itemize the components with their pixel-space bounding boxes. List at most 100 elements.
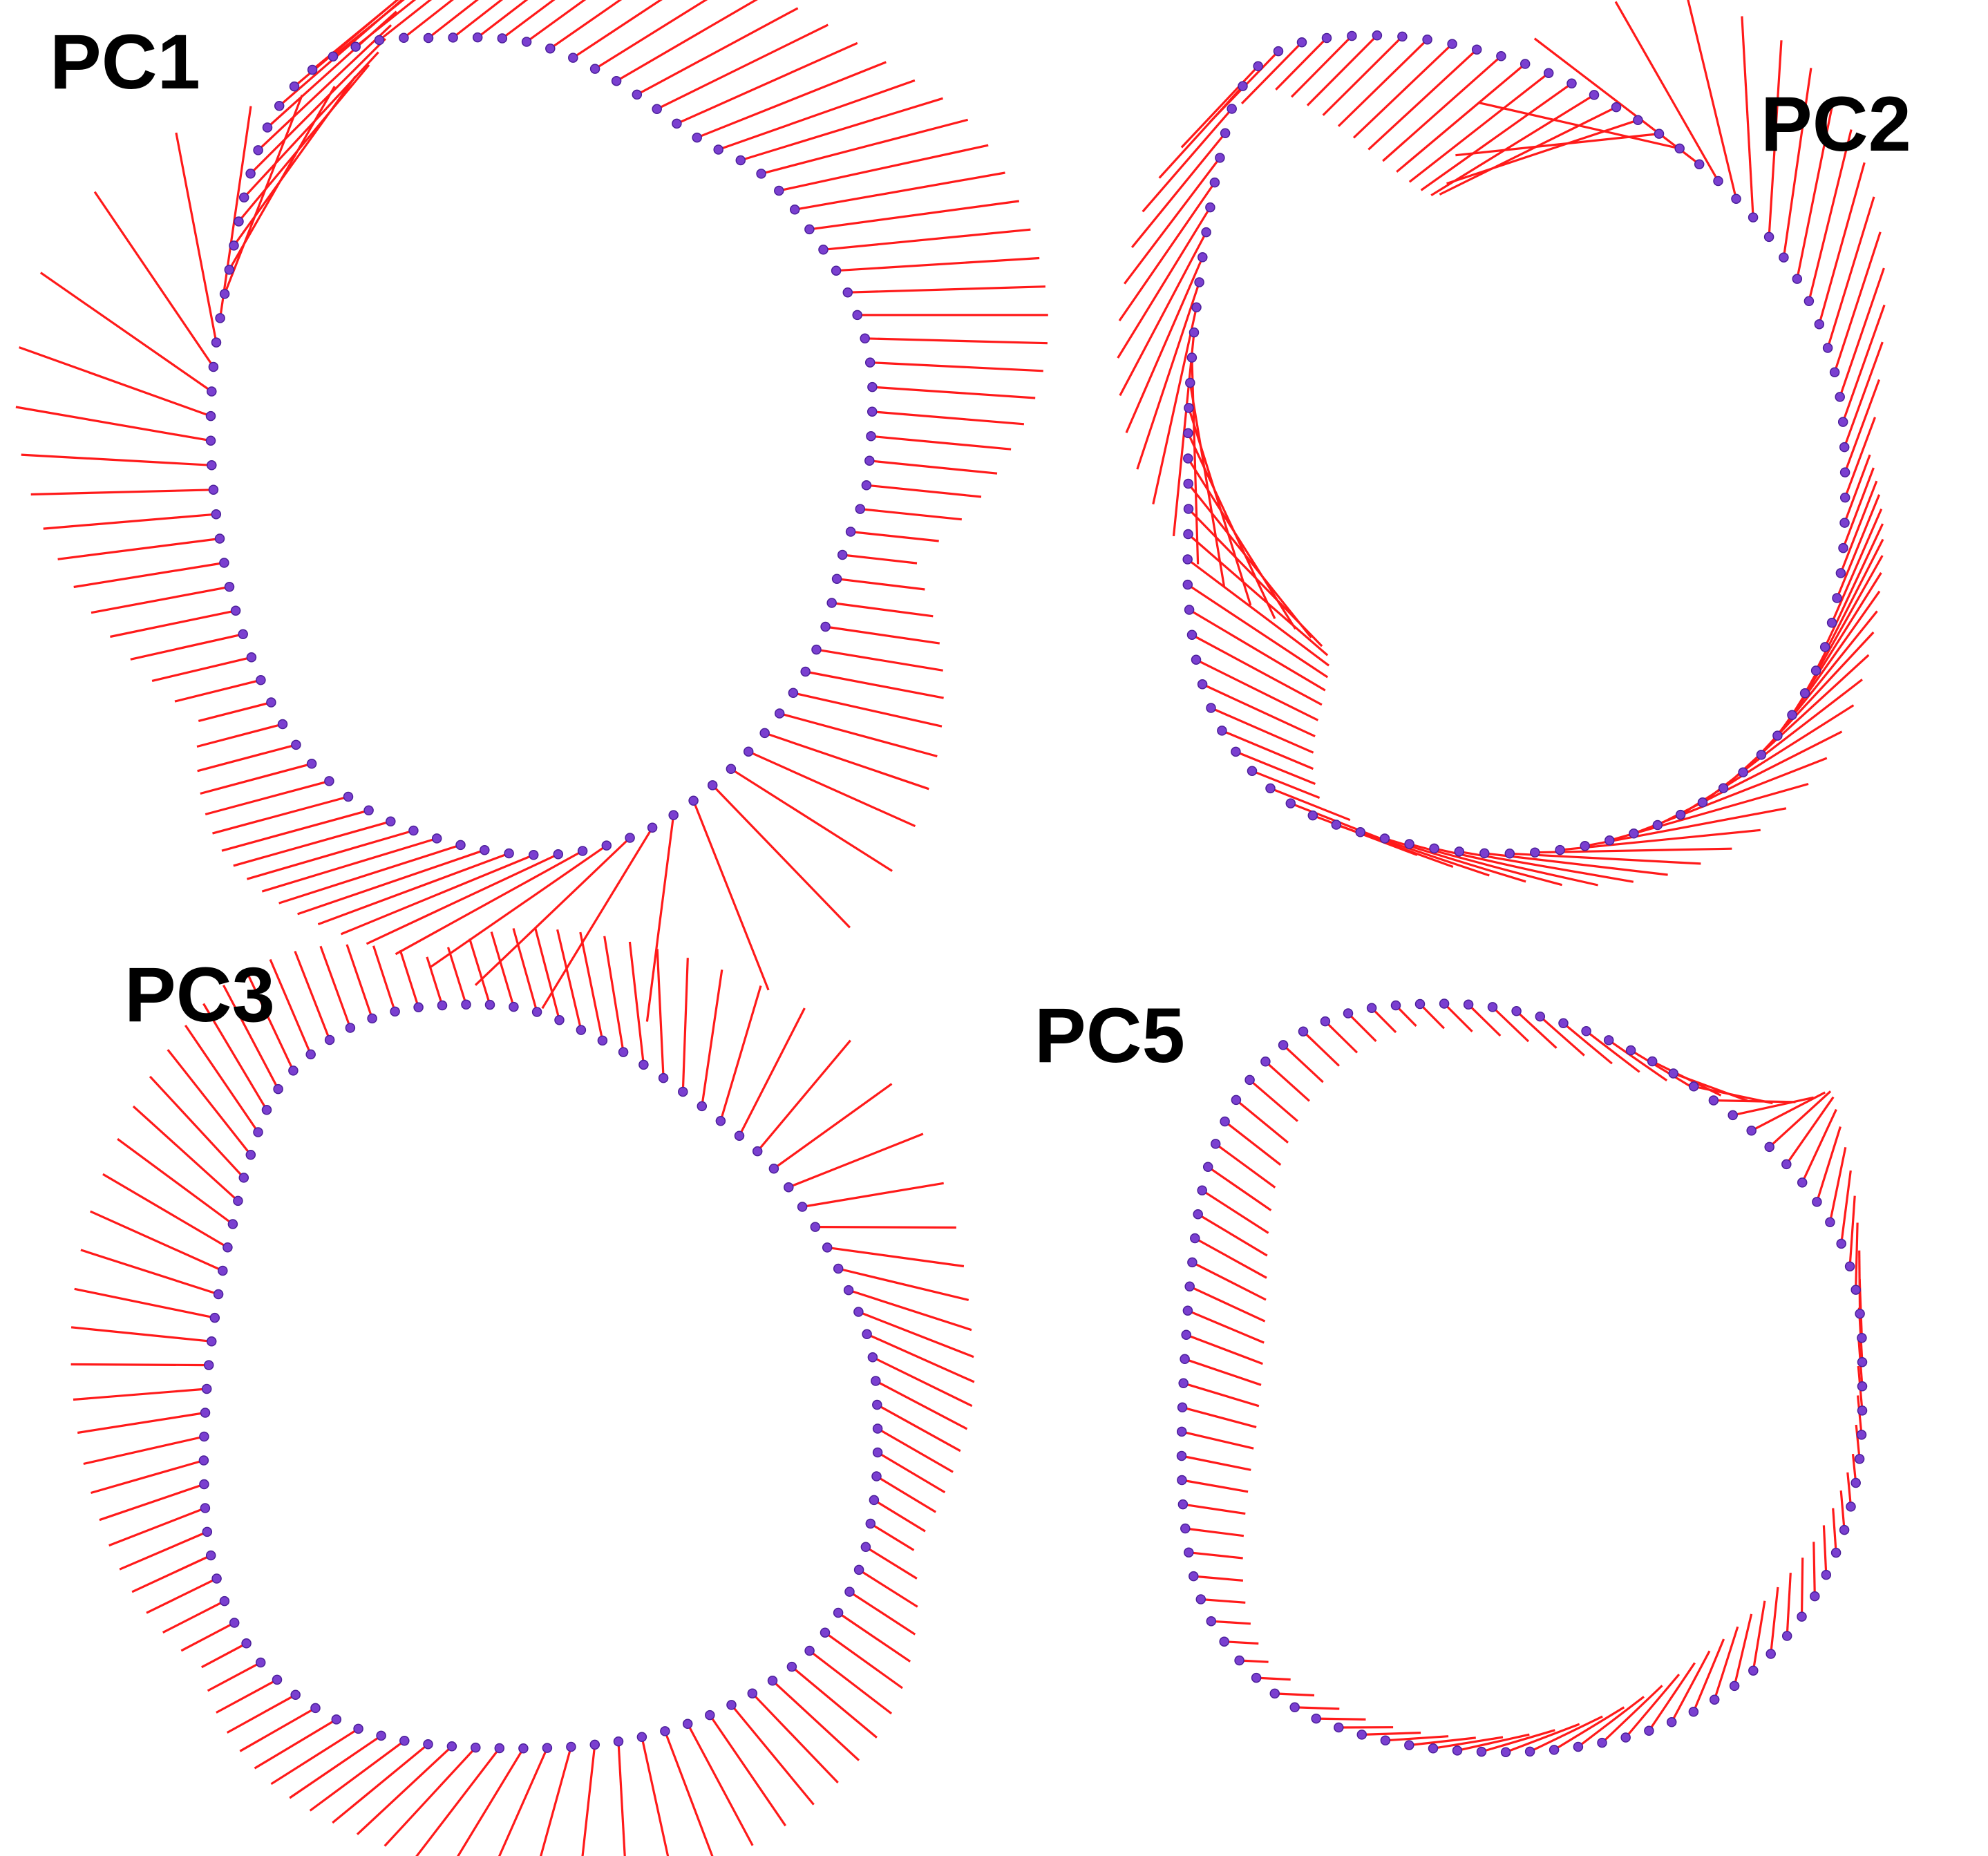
- deformation-vector: [1796, 97, 1835, 279]
- panel-label-pc3: PC3: [124, 951, 275, 1038]
- deformation-vector: [1187, 483, 1312, 638]
- landmark-point: [1184, 605, 1195, 615]
- landmark-point: [692, 132, 702, 143]
- landmark-point: [208, 484, 219, 495]
- landmark-point: [1844, 1261, 1855, 1271]
- deformation-vector: [875, 1380, 968, 1430]
- landmark-point: [399, 1735, 410, 1746]
- deformation-vector: [656, 23, 829, 111]
- deformation-vector: [858, 1569, 918, 1608]
- landmark-point: [1814, 319, 1825, 330]
- deformation-vector: [1382, 55, 1502, 162]
- deformation-vector: [243, 51, 379, 198]
- deformation-vector: [1509, 852, 1701, 865]
- landmark-point: [1209, 177, 1220, 188]
- landmark-point: [471, 1742, 481, 1753]
- deformation-vector: [1832, 1508, 1837, 1553]
- deformation-vector: [1844, 379, 1881, 473]
- deformation-vector: [1584, 807, 1787, 847]
- landmark-point: [843, 1285, 854, 1296]
- deformation-vector: [641, 1736, 670, 1856]
- landmark-point: [1186, 629, 1197, 641]
- pc2-landmarks: [1182, 30, 1850, 859]
- deformation-vector: [847, 285, 1045, 294]
- landmark-point: [1821, 1569, 1832, 1580]
- landmark-point: [1580, 841, 1590, 851]
- landmark-point: [647, 822, 658, 833]
- landmark-point: [224, 265, 235, 275]
- deformation-vector: [1224, 1120, 1282, 1166]
- landmark-point: [209, 1312, 220, 1323]
- deformation-vector: [1187, 533, 1329, 656]
- landmark-point: [1205, 202, 1215, 213]
- deformation-vector: [146, 1578, 218, 1614]
- landmark-point: [1178, 1378, 1189, 1389]
- deformation-vector: [269, 958, 312, 1055]
- deformation-vector: [1815, 1126, 1842, 1202]
- deformation-vector: [1750, 1091, 1826, 1132]
- deformation-vector: [297, 849, 485, 916]
- pc2-deformation-vectors: [1117, 0, 1886, 887]
- deformation-vector: [261, 837, 437, 893]
- deformation-vector: [1633, 757, 1828, 835]
- deformation-vector: [636, 7, 799, 96]
- landmark-point: [1195, 1594, 1206, 1604]
- landmark-point: [504, 848, 514, 859]
- landmark-point: [1543, 68, 1554, 78]
- deformation-vector: [1337, 39, 1428, 127]
- landmark-point: [759, 728, 770, 739]
- landmark-point: [767, 1676, 778, 1686]
- landmark-point: [831, 265, 842, 276]
- landmark-point: [1826, 618, 1837, 628]
- landmark-point: [715, 1116, 726, 1126]
- deformation-vector: [1529, 1715, 1603, 1753]
- deformation-vector: [80, 1249, 219, 1296]
- deformation-vector: [1752, 1600, 1766, 1671]
- landmark-point: [1463, 999, 1474, 1010]
- deformation-vector: [1484, 852, 1668, 876]
- deformation-vector: [1577, 1696, 1645, 1748]
- deformation-vector: [1842, 304, 1886, 423]
- landmark-point: [214, 533, 225, 544]
- deformation-vector: [1562, 1022, 1613, 1065]
- landmark-point: [1825, 1217, 1835, 1228]
- landmark-point: [752, 1146, 763, 1157]
- deformation-vector: [319, 945, 352, 1029]
- landmark-point: [1822, 343, 1833, 353]
- landmark-point: [860, 1542, 871, 1553]
- deformation-vector: [1702, 679, 1863, 804]
- deformation-vector: [866, 484, 982, 498]
- deformation-vector: [512, 928, 538, 1012]
- landmark-point: [845, 527, 856, 537]
- deformation-vector: [1186, 1334, 1263, 1365]
- deformation-vector: [1274, 1692, 1315, 1697]
- landmark-point: [1738, 767, 1748, 778]
- deformation-vector: [628, 941, 645, 1066]
- deformation-vector: [399, 949, 420, 1008]
- deformation-vector: [239, 1707, 316, 1752]
- deformation-vector: [345, 944, 374, 1019]
- landmark-point: [345, 1023, 356, 1033]
- deformation-vector: [1553, 1706, 1625, 1751]
- landmark-point: [205, 410, 216, 422]
- deformation-vector: [877, 1428, 954, 1473]
- landmark-point: [1343, 1008, 1354, 1019]
- landmark-point: [1234, 1655, 1244, 1666]
- landmark-point: [1190, 1233, 1200, 1244]
- landmark-point: [1197, 1185, 1207, 1195]
- deformation-vector: [1195, 659, 1319, 721]
- landmark-point: [1688, 1081, 1699, 1092]
- landmark-point: [1184, 1281, 1195, 1292]
- deformation-vector: [1210, 707, 1314, 754]
- landmark-point: [652, 104, 662, 115]
- deformation-vector: [751, 1692, 839, 1784]
- landmark-point: [726, 1700, 737, 1710]
- landmark-point: [328, 51, 339, 61]
- deformation-vector: [1457, 1733, 1530, 1752]
- deformation-vector: [477, 0, 529, 39]
- deformation-vector: [77, 1411, 206, 1434]
- deformation-vector: [1481, 1729, 1555, 1753]
- landmark-point: [1830, 1547, 1842, 1558]
- deformation-vector: [837, 1611, 911, 1663]
- landmark-point: [1566, 78, 1577, 89]
